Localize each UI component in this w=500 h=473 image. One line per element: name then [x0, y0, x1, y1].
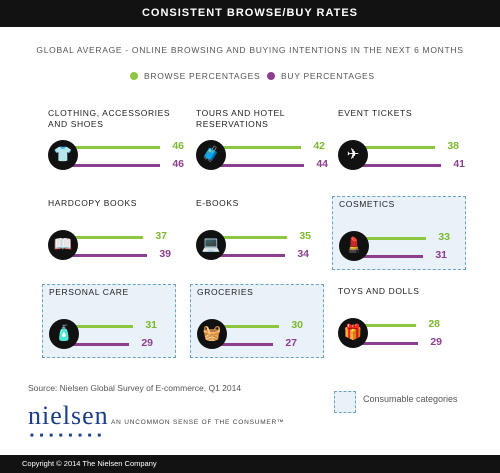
browse-bar	[220, 146, 301, 149]
logo-dots: ■■■■■■■■	[30, 433, 107, 439]
buy-bar	[220, 164, 304, 167]
buy-value-label: 39	[159, 248, 171, 260]
browse-value-label: 28	[428, 318, 440, 330]
category-label: EVENT TICKETS	[338, 108, 413, 118]
browse-bar	[362, 146, 435, 149]
buy-bar	[221, 343, 273, 346]
category-label: COSMETICS	[339, 199, 395, 209]
browse-value-label: 46	[172, 140, 184, 152]
browse-value-label: 37	[155, 230, 167, 242]
luggage-icon: 🧳	[196, 140, 226, 170]
browse-value-label: 38	[447, 140, 459, 152]
buy-legend-dot	[267, 72, 275, 80]
buy-bar	[362, 342, 418, 345]
buy-bar	[220, 254, 285, 257]
book-icon: 📖	[48, 230, 78, 260]
category-label: HARDCOPY BOOKS	[48, 198, 138, 208]
buy-value-label: 41	[453, 158, 465, 170]
lipstick-icon: 💄	[339, 231, 369, 261]
category-card: TOURS AND HOTEL RESERVATIONS 🧳 42 44	[190, 106, 328, 178]
buy-bar	[73, 343, 129, 346]
buy-value-label: 27	[285, 337, 297, 349]
browse-value-label: 31	[145, 319, 157, 331]
browse-bar	[72, 146, 160, 149]
buy-value-label: 31	[435, 249, 447, 261]
browse-value-label: 33	[438, 231, 450, 243]
buy-bar	[362, 164, 441, 167]
legend-buy: BUY PERCENTAGES	[267, 71, 375, 81]
basket-icon: 🧺	[197, 319, 227, 349]
category-label: TOYS AND DOLLS	[338, 286, 420, 296]
laptop-icon: 💻	[196, 230, 226, 260]
category-label: CLOTHING, ACCESSORIES AND SHOES	[48, 108, 171, 129]
tshirt-icon: 👕	[48, 140, 78, 170]
category-card: E-BOOKS 💻 35 34	[190, 196, 322, 268]
legend-browse: BROWSE PERCENTAGES	[130, 71, 260, 81]
browse-bar	[73, 325, 133, 328]
browse-value-label: 35	[299, 230, 311, 242]
category-label: GROCERIES	[197, 287, 254, 297]
chart-title: CONSISTENT BROWSE/BUY RATES	[0, 0, 500, 27]
brand-tagline: AN UNCOMMON SENSE OF THE CONSUMER™	[111, 419, 285, 426]
category-label: TOURS AND HOTEL RESERVATIONS	[196, 108, 285, 129]
gift-icon: 🎁	[338, 318, 368, 348]
category-card: TOYS AND DOLLS 🎁 28 29	[332, 284, 464, 356]
consumable-key-swatch	[334, 391, 356, 413]
buy-value-label: 29	[141, 337, 153, 349]
ticket-icon: ✈	[338, 140, 368, 170]
browse-bar	[72, 236, 143, 239]
buy-bar	[72, 164, 160, 167]
browse-value-label: 42	[313, 140, 325, 152]
category-card: CLOTHING, ACCESSORIES AND SHOES 👕 46 46	[42, 106, 184, 178]
lotion-bottle-icon: 🧴	[49, 319, 79, 349]
browse-bar	[363, 237, 426, 240]
consumable-key-label: Consumable categories	[363, 394, 458, 404]
browse-legend-dot	[130, 72, 138, 80]
legend-browse-label: BROWSE PERCENTAGES	[144, 71, 261, 81]
buy-bar	[72, 254, 147, 257]
buy-value-label: 34	[297, 248, 309, 260]
category-card: PERSONAL CARE 🧴 31 29	[42, 284, 176, 358]
browse-value-label: 30	[291, 319, 303, 331]
browse-bar	[362, 324, 416, 327]
buy-value-label: 44	[316, 158, 328, 170]
legend-buy-label: BUY PERCENTAGES	[281, 71, 375, 81]
chart-subtitle: GLOBAL AVERAGE - ONLINE BROWSING AND BUY…	[36, 45, 464, 55]
category-card: COSMETICS 💄 33 31	[332, 196, 466, 270]
buy-value-label: 46	[172, 158, 184, 170]
nielsen-logo: nielsen	[28, 401, 109, 430]
category-label: E-BOOKS	[196, 198, 239, 208]
buy-bar	[363, 255, 423, 258]
category-card: HARDCOPY BOOKS 📖 37 39	[42, 196, 174, 268]
category-card: EVENT TICKETS ✈ 38 41	[332, 106, 465, 178]
buy-value-label: 29	[430, 336, 442, 348]
browse-bar	[221, 325, 279, 328]
browse-bar	[220, 236, 287, 239]
copyright-footer: Copyright © 2014 The Nielsen Company	[0, 455, 500, 473]
category-card: GROCERIES 🧺 30 27	[190, 284, 324, 358]
source-note: Source: Nielsen Global Survey of E-comme…	[28, 383, 242, 393]
category-label: PERSONAL CARE	[49, 287, 129, 297]
